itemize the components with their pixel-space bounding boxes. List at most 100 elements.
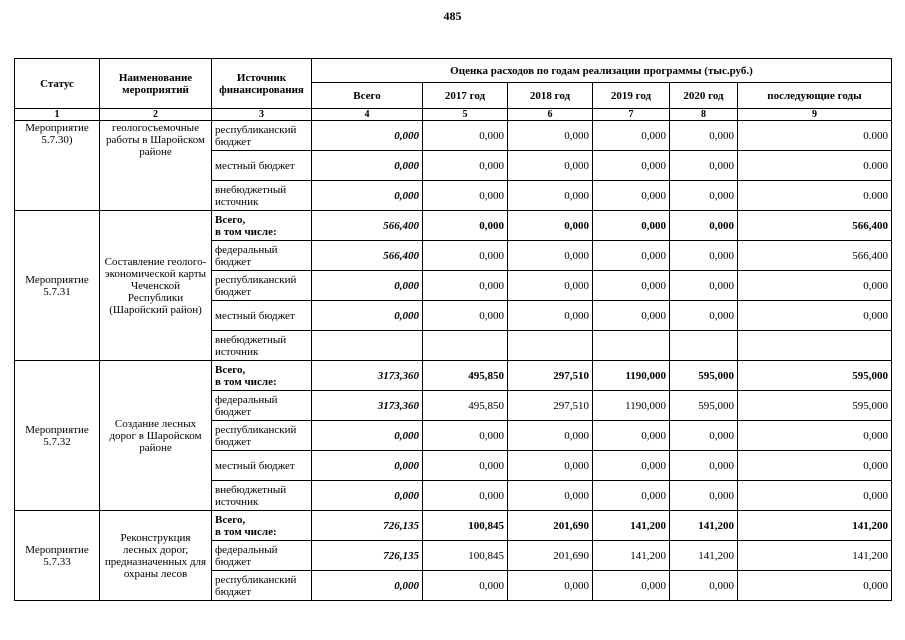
table-row: внебюджетный источник 0,000 0,000 0,000 0,00… bbox=[15, 180, 892, 211]
value-year-cell bbox=[592, 330, 670, 361]
value-total-cell: 0,000 bbox=[311, 150, 423, 181]
value-year-cell: 0,000 bbox=[669, 150, 738, 181]
status-cell: Мероприятие 5.7.32 bbox=[14, 360, 100, 511]
value-year-cell: 0,000 bbox=[422, 450, 508, 481]
funding-source-cell: внебюджетный источник bbox=[211, 180, 312, 211]
column-number: 3 bbox=[211, 108, 312, 121]
value-year-cell: 0.000 bbox=[737, 150, 892, 181]
table-row: местный бюджет 0,000 0,000 0,000 0,000 0,000 0… bbox=[15, 150, 892, 181]
funding-source-cell: республиканский бюджет bbox=[211, 270, 312, 301]
value-year-cell: 0,000 bbox=[507, 240, 593, 271]
activity-name-cell: Создание лесных дорог в Шаройском районе bbox=[99, 360, 212, 511]
column-number: 9 bbox=[737, 108, 892, 121]
header-year-2018: 2018 год bbox=[507, 82, 593, 109]
value-year-cell: 0,000 bbox=[669, 120, 738, 151]
header-name: Наименование мероприятий bbox=[99, 58, 212, 109]
value-year-cell: 566,400 bbox=[737, 240, 892, 271]
value-total-cell: 726,135 bbox=[311, 540, 423, 571]
value-year-cell: 141,200 bbox=[669, 540, 738, 571]
value-total-cell: 0,000 bbox=[311, 570, 423, 601]
value-year-cell: 0,000 bbox=[422, 210, 508, 241]
value-year-cell: 0,000 bbox=[507, 480, 593, 511]
value-year-cell: 0,000 bbox=[592, 570, 670, 601]
value-year-cell bbox=[737, 330, 892, 361]
funding-source-cell: Всего, в том числе: bbox=[211, 210, 312, 241]
value-year-cell: 141,200 bbox=[592, 540, 670, 571]
header-year-2019: 2019 год bbox=[592, 82, 670, 109]
table-row: Мероприятие 5.7.31 Составление геолого-эк… bbox=[14, 210, 892, 361]
table-row: внебюджетный источник bbox=[15, 330, 892, 361]
value-total-cell: 0,000 bbox=[311, 300, 423, 331]
status-cell: Мероприятие 5.7.33 bbox=[14, 510, 100, 601]
table-row: республиканский бюджет 0,000 0,000 0,000 0,0… bbox=[15, 270, 892, 301]
table-row: внебюджетный источник 0,000 0,000 0,000 0,00… bbox=[15, 480, 892, 511]
table-row: республиканский бюджет 0,000 0,000 0,000 0,0… bbox=[15, 420, 892, 451]
value-year-cell: 141,200 bbox=[669, 510, 738, 541]
value-year-cell: 0,000 bbox=[737, 420, 892, 451]
value-year-cell: 0,000 bbox=[592, 180, 670, 211]
value-year-cell: 297,510 bbox=[507, 360, 593, 391]
funding-source-cell: федеральный бюджет bbox=[211, 390, 312, 421]
value-year-cell: 0,000 bbox=[422, 570, 508, 601]
value-year-cell: 0,000 bbox=[737, 300, 892, 331]
value-year-cell: 595,000 bbox=[669, 360, 738, 391]
value-total-cell bbox=[311, 330, 423, 361]
activity-name-cell: геологосъемочные работы в Шаройском райо… bbox=[99, 120, 212, 211]
value-year-cell: 0,000 bbox=[422, 120, 508, 151]
value-year-cell: 100,845 bbox=[422, 510, 508, 541]
value-total-cell: 0,000 bbox=[311, 420, 423, 451]
value-year-cell: 0,000 bbox=[507, 150, 593, 181]
header-estimate: Оценка расходов по годам реализации прог… bbox=[311, 58, 892, 83]
table-row: Мероприятие 5.7.32 Создание лесных дорог … bbox=[14, 360, 892, 511]
value-year-cell: 595,000 bbox=[737, 390, 892, 421]
value-year-cell: 0,000 bbox=[737, 270, 892, 301]
header-year-2020: 2020 год bbox=[669, 82, 738, 109]
value-year-cell: 0,000 bbox=[422, 240, 508, 271]
funding-source-cell: федеральный бюджет bbox=[211, 540, 312, 571]
value-year-cell: 0,000 bbox=[507, 180, 593, 211]
value-year-cell: 0,000 bbox=[507, 420, 593, 451]
value-year-cell: 0,000 bbox=[422, 270, 508, 301]
table-row: местный бюджет 0,000 0,000 0,000 0,000 0,000 0… bbox=[15, 450, 892, 481]
funding-source-cell: Всего, в том числе: bbox=[211, 360, 312, 391]
table-body: Мероприятие 5.7.30) геологосъемочные рабо… bbox=[14, 120, 892, 601]
value-year-cell: 0,000 bbox=[669, 420, 738, 451]
value-year-cell: 0,000 bbox=[669, 450, 738, 481]
column-number: 8 bbox=[669, 108, 738, 121]
value-year-cell: 0,000 bbox=[592, 120, 670, 151]
funding-source-cell: местный бюджет bbox=[211, 300, 312, 331]
value-year-cell: 0,000 bbox=[737, 450, 892, 481]
value-year-cell: 495,850 bbox=[422, 360, 508, 391]
value-year-cell: 0,000 bbox=[592, 210, 670, 241]
column-number: 4 bbox=[311, 108, 423, 121]
value-year-cell: 141,200 bbox=[737, 540, 892, 571]
funding-source-cell: федеральный бюджет bbox=[211, 240, 312, 271]
value-total-cell: 0,000 bbox=[311, 120, 423, 151]
value-year-cell: 0,000 bbox=[507, 210, 593, 241]
value-year-cell: 0,000 bbox=[507, 300, 593, 331]
value-year-cell bbox=[422, 330, 508, 361]
column-number: 5 bbox=[422, 108, 508, 121]
value-year-cell: 0,000 bbox=[592, 270, 670, 301]
value-year-cell bbox=[507, 330, 593, 361]
funding-source-cell: внебюджетный источник bbox=[211, 480, 312, 511]
value-total-cell: 566,400 bbox=[311, 240, 423, 271]
activity-name-cell: Реконструкция лесных дорог, предназначен… bbox=[99, 510, 212, 601]
value-year-cell: 0,000 bbox=[669, 180, 738, 211]
value-year-cell: 0,000 bbox=[737, 480, 892, 511]
funding-source-cell: местный бюджет bbox=[211, 450, 312, 481]
funding-source-cell: республиканский бюджет bbox=[211, 570, 312, 601]
column-number: 6 bbox=[507, 108, 593, 121]
value-year-cell: 0,000 bbox=[669, 270, 738, 301]
value-year-cell: 0,000 bbox=[669, 210, 738, 241]
value-year-cell: 0,000 bbox=[592, 240, 670, 271]
value-year-cell: 141,200 bbox=[737, 510, 892, 541]
header-subsequent-years: последующие годы bbox=[737, 82, 892, 109]
column-number: 1 bbox=[14, 108, 100, 121]
value-year-cell: 0,000 bbox=[592, 420, 670, 451]
funding-source-cell: Всего, в том числе: bbox=[211, 510, 312, 541]
value-year-cell: 0,000 bbox=[669, 480, 738, 511]
value-year-cell: 0,000 bbox=[422, 420, 508, 451]
funding-source-cell: республиканский бюджет bbox=[211, 120, 312, 151]
value-total-cell: 726,135 bbox=[311, 510, 423, 541]
